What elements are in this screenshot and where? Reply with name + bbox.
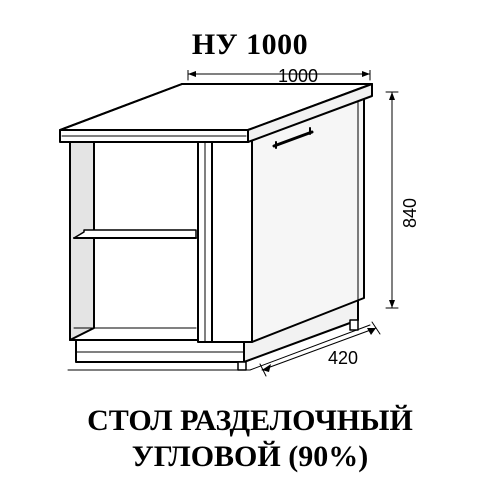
dimension-depth: 420 bbox=[328, 348, 358, 369]
dimension-width: 1000 bbox=[278, 66, 318, 87]
product-name-line1: СТОЛ РАЗДЕЛОЧНЫЙ bbox=[0, 404, 500, 439]
product-name-line2: УГЛОВОЙ (90%) bbox=[0, 440, 500, 475]
product-diagram: 1000 840 420 bbox=[40, 70, 460, 400]
dimension-height: 840 bbox=[400, 198, 421, 228]
model-code: НУ 1000 bbox=[0, 28, 500, 62]
